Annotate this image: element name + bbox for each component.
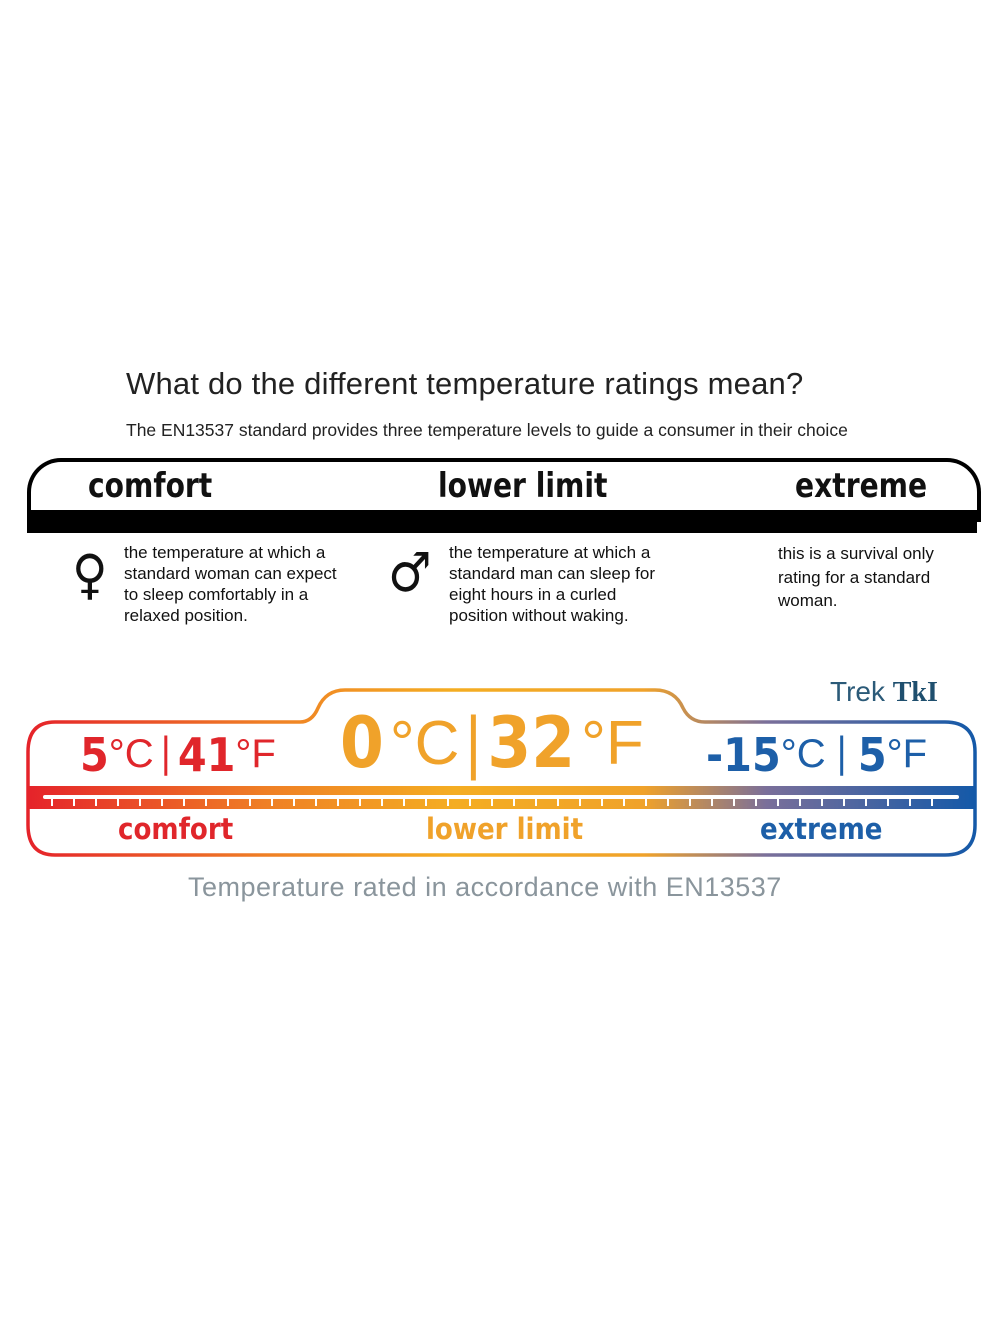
separator: | [835,730,848,776]
level-heading-comfort: comfort [88,466,213,506]
separator: | [159,730,172,776]
desc-line: woman. [778,591,838,610]
fahrenheit-value: 5 [857,728,887,782]
fahrenheit-value: 41 [177,728,236,782]
desc-line: to sleep comfortably in a [124,585,309,604]
celsius-unit: °C [389,709,460,778]
celsius-value: 0 [340,702,384,784]
fahrenheit-unit: °F [235,732,276,776]
brand-name: Trek [830,676,885,707]
desc-line: rating for a standard [778,567,931,587]
desc-line: standard woman can expect [124,564,337,583]
separator: | [463,704,484,781]
levels-header-frame [27,458,981,522]
desc-line: this is a survival only [778,544,934,563]
level-description-comfort: the temperature at which a standard woma… [124,542,337,626]
level-heading-lower-limit: lower limit [438,466,608,506]
page-subtitle: The EN13537 standard provides three temp… [126,420,848,440]
rating-lower-limit-temperature: 0 °C | 32 °F [340,702,644,784]
fahrenheit-unit: °F [581,709,644,778]
desc-line: the temperature at which a [124,543,326,562]
scale-ticks [51,797,933,806]
brand-logo: Trek TkI [830,676,938,709]
celsius-value: 5 [80,728,109,782]
male-symbol-icon: ♂ [388,541,432,604]
scale-outline [26,688,977,857]
desc-line: eight hours in a curled [449,585,617,604]
level-description-lower-limit: the temperature at which a standard man … [449,542,655,626]
level-description-extreme: this is a survival only rating for a sta… [778,542,934,613]
footer-note: Temperature rated in accordance with EN1… [188,872,782,902]
brand-mark: TkI [892,677,938,708]
female-symbol-icon: ♀ [72,543,108,606]
level-heading-extreme: extreme [795,466,928,506]
page-title: What do the different temperature rating… [126,366,804,401]
scale-label-lower-limit: lower limit [426,812,584,846]
desc-line: the temperature at which a [449,543,651,562]
scale-label-extreme: extreme [760,812,883,846]
rating-extreme-temperature: -15 °C | 5 °F [706,728,927,782]
levels-header-bar [27,510,977,533]
desc-line: relaxed position. [124,606,248,625]
desc-line: position without waking. [449,606,629,625]
rating-comfort-temperature: 5 °C | 41 °F [80,728,276,782]
celsius-unit: °C [108,732,154,776]
fahrenheit-value: 32 [487,702,576,784]
fahrenheit-unit: °F [886,732,928,776]
scale-label-comfort: comfort [118,812,234,846]
celsius-value: -15 [706,728,781,782]
celsius-unit: °C [780,732,826,776]
desc-line: standard man can sleep for [449,564,656,583]
